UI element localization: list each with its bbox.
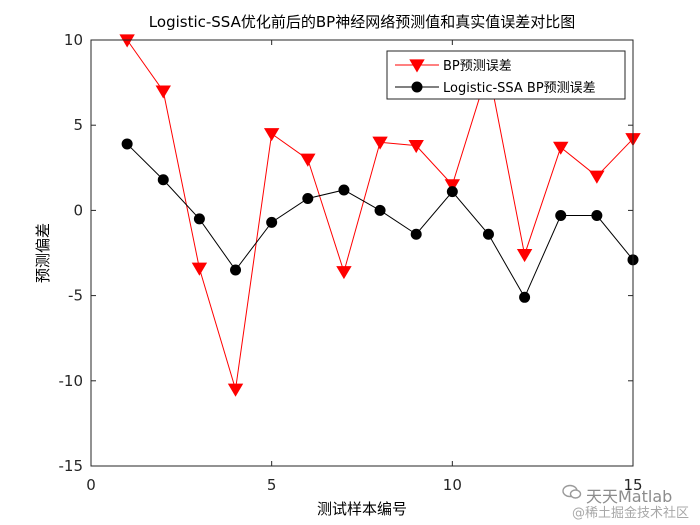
series-layer xyxy=(119,34,641,397)
data-point xyxy=(408,139,424,154)
watermark-title: 天天Matlab xyxy=(586,487,673,506)
legend: BP预测误差 Logistic-SSA BP预测误差 xyxy=(386,50,626,100)
data-point xyxy=(589,170,605,184)
data-point xyxy=(336,266,352,280)
data-point xyxy=(230,264,242,276)
x-axis-label: 测试样本编号 xyxy=(317,500,407,518)
legend-item: BP预测误差 xyxy=(395,59,512,74)
x-tick-label: 10 xyxy=(443,476,462,494)
data-point xyxy=(553,141,569,155)
data-point xyxy=(302,192,314,204)
data-point xyxy=(300,153,316,167)
y-tick-label: -15 xyxy=(59,457,84,475)
data-point xyxy=(157,174,169,186)
data-point xyxy=(338,184,350,196)
x-tick-label: 15 xyxy=(623,476,642,494)
y-tick-label: 5 xyxy=(73,116,83,134)
legend-marker xyxy=(409,59,425,73)
chart-title: Logistic-SSA优化前后的BP神经网络预测值和真实值误差对比图 xyxy=(149,13,575,31)
axis-ticks xyxy=(90,39,634,467)
data-point xyxy=(191,262,208,276)
data-point xyxy=(121,138,133,150)
data-point xyxy=(266,216,278,228)
data-point xyxy=(119,34,135,48)
plot-frame xyxy=(90,39,634,467)
data-point xyxy=(410,228,422,240)
legend-marker xyxy=(411,81,423,93)
data-point xyxy=(516,249,533,263)
series-2 xyxy=(121,138,639,303)
legend-item: Logistic-SSA BP预测误差 xyxy=(395,81,596,96)
data-point xyxy=(372,136,388,150)
y-axis-label: 预测偏差 xyxy=(34,223,52,283)
data-point xyxy=(482,228,494,240)
data-point xyxy=(591,210,603,222)
legend-label: Logistic-SSA BP预测误差 xyxy=(443,81,596,96)
x-tick-label: 5 xyxy=(267,476,277,494)
data-point xyxy=(227,383,244,397)
y-tick-label: 0 xyxy=(73,201,83,219)
y-tick-label: -5 xyxy=(68,287,83,305)
data-point xyxy=(263,128,280,142)
data-point xyxy=(555,210,567,222)
x-tick-label: 0 xyxy=(86,476,96,494)
data-point xyxy=(444,179,461,193)
data-point xyxy=(155,85,171,99)
legend-box xyxy=(386,50,626,100)
wechat-icon xyxy=(562,484,582,499)
y-tick-label: -10 xyxy=(59,372,84,390)
tick-labels: 0 5 10 15 -15 -10 -5 0 5 10 xyxy=(59,31,643,494)
data-point xyxy=(519,291,531,303)
y-tick-label: 10 xyxy=(64,31,83,49)
legend-label: BP预测误差 xyxy=(443,59,512,74)
plot-area xyxy=(91,40,633,466)
watermark-subtitle: @稀土掘金技术社区 xyxy=(572,506,690,521)
series-1 xyxy=(119,34,641,397)
data-point xyxy=(374,204,386,216)
data-point xyxy=(193,213,205,225)
data-point xyxy=(446,186,458,198)
